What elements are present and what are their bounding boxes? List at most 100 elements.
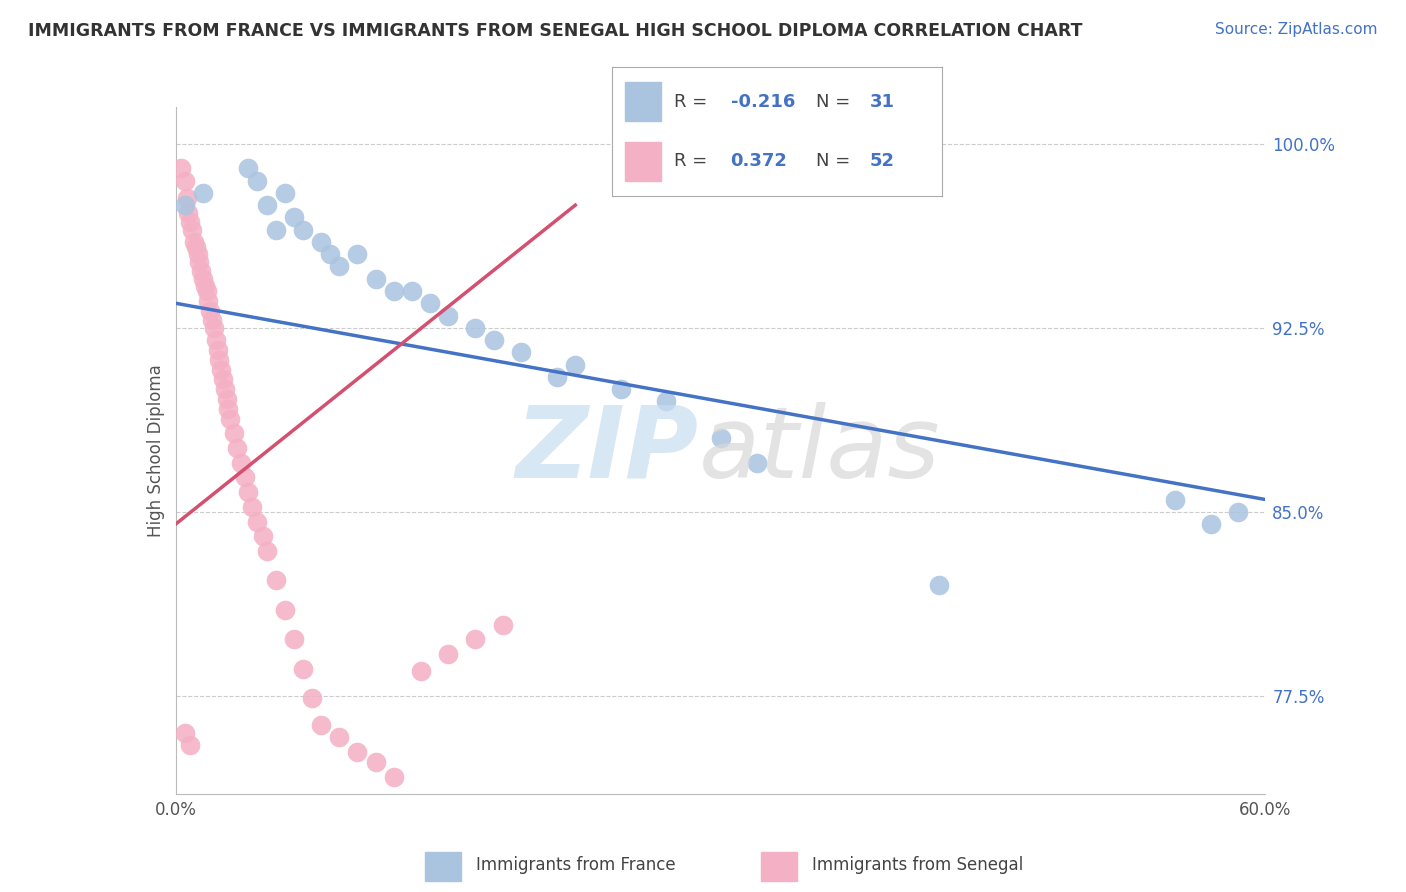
Point (291, 662, 314, 676)
Point (170, 161, 193, 176)
Bar (624, 142, 661, 181)
Point (246, 173, 269, 187)
Point (283, 632, 305, 647)
Point (212, 372, 235, 386)
Point (207, 343, 229, 357)
Bar (761, 852, 797, 881)
Point (346, 247, 368, 261)
Point (219, 411, 242, 425)
Point (319, 247, 342, 261)
Point (264, 574, 287, 588)
Point (173, 725, 195, 739)
Point (209, 362, 232, 376)
Point (191, 186, 214, 200)
Point (464, 632, 486, 647)
Point (179, 215, 201, 229)
Point (409, 664, 432, 679)
Bar (624, 82, 661, 121)
Point (482, 333, 505, 347)
Point (238, 485, 260, 500)
Point (274, 603, 297, 617)
Point (194, 279, 217, 293)
Point (564, 358, 586, 372)
Point (222, 426, 245, 441)
Point (1227, 505, 1250, 519)
Point (173, 198, 195, 212)
Point (240, 500, 263, 514)
Point (195, 284, 218, 298)
Point (309, 235, 332, 249)
Point (184, 240, 207, 254)
Point (301, 691, 323, 706)
Point (264, 222, 287, 236)
Point (201, 313, 224, 327)
Point (328, 260, 350, 274)
Point (346, 745, 368, 759)
Point (188, 254, 211, 268)
Point (191, 271, 214, 285)
Text: R =: R = (675, 153, 707, 170)
Point (401, 284, 423, 298)
Text: 31: 31 (869, 93, 894, 111)
Point (190, 264, 212, 278)
Point (437, 309, 460, 323)
Point (364, 755, 387, 769)
Point (200, 303, 222, 318)
Point (928, 578, 950, 592)
Text: -0.216: -0.216 (731, 93, 794, 111)
Point (419, 296, 441, 310)
Point (274, 186, 297, 200)
Bar (425, 852, 461, 881)
Point (183, 235, 205, 249)
Text: Source: ZipAtlas.com: Source: ZipAtlas.com (1215, 22, 1378, 37)
Point (437, 647, 460, 661)
Text: N =: N = (817, 153, 851, 170)
Point (745, 456, 768, 470)
Text: IMMIGRANTS FROM FRANCE VS IMMIGRANTS FROM SENEGAL HIGH SCHOOL DIPLOMA CORRELATIO: IMMIGRANTS FROM FRANCE VS IMMIGRANTS FRO… (28, 22, 1083, 40)
Point (283, 211, 305, 225)
Point (655, 394, 678, 409)
Point (226, 441, 249, 455)
Point (309, 718, 332, 732)
Point (204, 333, 226, 347)
Text: Immigrants from Senegal: Immigrants from Senegal (813, 856, 1024, 874)
Point (238, 161, 260, 176)
Text: atlas: atlas (699, 402, 941, 499)
Point (233, 470, 256, 484)
Point (328, 731, 350, 745)
Point (382, 770, 405, 784)
Point (177, 205, 200, 219)
Point (382, 284, 405, 298)
Point (256, 198, 278, 212)
Text: ZIP: ZIP (516, 402, 699, 499)
Point (173, 173, 195, 187)
Point (546, 369, 568, 384)
Point (215, 392, 238, 406)
Point (202, 320, 225, 334)
Text: 52: 52 (869, 153, 894, 170)
Point (246, 515, 269, 529)
Point (214, 382, 236, 396)
Point (186, 247, 209, 261)
Point (291, 222, 314, 236)
Text: Immigrants from France: Immigrants from France (475, 856, 675, 874)
Point (252, 529, 274, 543)
Point (181, 222, 204, 236)
Point (231, 456, 253, 470)
Point (464, 320, 486, 334)
Point (509, 345, 531, 359)
Point (609, 382, 631, 396)
Point (208, 352, 231, 367)
Point (176, 191, 198, 205)
Point (197, 293, 219, 308)
Point (492, 617, 515, 632)
Text: R =: R = (675, 93, 707, 111)
Point (1199, 516, 1222, 531)
Point (1163, 492, 1185, 507)
Text: 0.372: 0.372 (731, 153, 787, 170)
Point (256, 544, 278, 558)
Point (179, 738, 201, 752)
Point (217, 401, 239, 416)
Y-axis label: High School Diploma: High School Diploma (146, 364, 165, 537)
Text: N =: N = (817, 93, 851, 111)
